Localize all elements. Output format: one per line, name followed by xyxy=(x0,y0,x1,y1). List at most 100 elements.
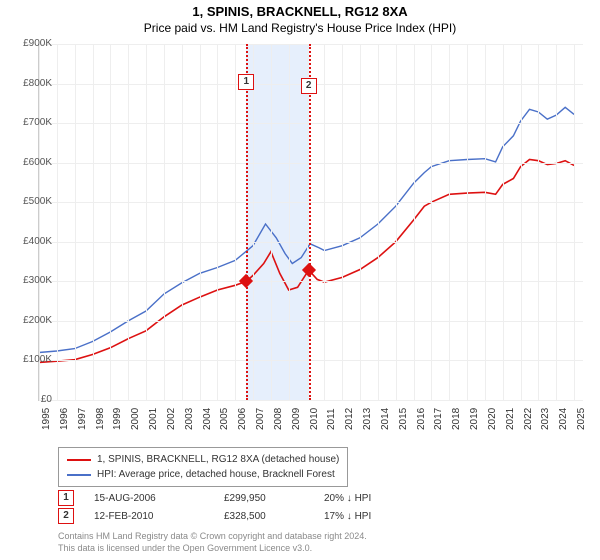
gridline-h xyxy=(39,163,583,164)
legend-swatch xyxy=(67,459,91,461)
x-axis-label: 2010 xyxy=(309,408,320,430)
x-axis-label: 2008 xyxy=(273,408,284,430)
gridline-h xyxy=(39,321,583,322)
y-axis-label: £100K xyxy=(12,354,52,365)
x-axis-label: 2001 xyxy=(148,408,159,430)
y-axis-label: £800K xyxy=(12,78,52,89)
x-axis-label: 2017 xyxy=(433,408,444,430)
legend-swatch xyxy=(67,474,91,476)
gridline-v xyxy=(324,44,325,400)
transaction-diff: 17% ↓ HPI xyxy=(324,511,424,522)
gridline-h xyxy=(39,281,583,282)
transaction-date: 12-FEB-2010 xyxy=(94,511,224,522)
x-axis-label: 2013 xyxy=(362,408,373,430)
x-axis-label: 2016 xyxy=(416,408,427,430)
gridline-v xyxy=(75,44,76,400)
transaction-badge: 2 xyxy=(58,508,74,524)
legend: 1, SPINIS, BRACKNELL, RG12 8XA (detached… xyxy=(58,447,348,487)
gridline-v xyxy=(414,44,415,400)
gridline-v xyxy=(574,44,575,400)
x-axis-label: 2005 xyxy=(219,408,230,430)
x-axis-label: 2004 xyxy=(202,408,213,430)
y-axis-label: £0 xyxy=(12,394,52,405)
x-axis-label: 2020 xyxy=(487,408,498,430)
transaction-table: 1 15-AUG-2006 £299,950 20% ↓ HPI 2 12-FE… xyxy=(58,489,424,525)
x-axis-label: 2009 xyxy=(291,408,302,430)
gridline-v xyxy=(271,44,272,400)
gridline-v xyxy=(485,44,486,400)
x-axis-label: 2014 xyxy=(380,408,391,430)
gridline-v xyxy=(521,44,522,400)
x-axis-label: 2025 xyxy=(576,408,587,430)
gridline-v xyxy=(128,44,129,400)
transaction-diff: 20% ↓ HPI xyxy=(324,493,424,504)
x-axis-label: 1998 xyxy=(95,408,106,430)
gridline-v xyxy=(253,44,254,400)
gridline-v xyxy=(449,44,450,400)
x-axis-label: 2018 xyxy=(451,408,462,430)
gridline-v xyxy=(39,44,40,400)
line-layer xyxy=(39,44,583,400)
event-line xyxy=(309,44,311,400)
x-axis-label: 2019 xyxy=(469,408,480,430)
plot-area: 12 xyxy=(38,44,583,401)
event-badge: 2 xyxy=(301,78,317,94)
chart-container: 1, SPINIS, BRACKNELL, RG12 8XA Price pai… xyxy=(0,0,600,560)
gridline-v xyxy=(307,44,308,400)
x-axis-label: 1996 xyxy=(59,408,70,430)
footnote-line: Contains HM Land Registry data © Crown c… xyxy=(58,530,367,542)
gridline-v xyxy=(396,44,397,400)
y-axis-label: £300K xyxy=(12,275,52,286)
y-axis-label: £400K xyxy=(12,236,52,247)
transaction-row: 1 15-AUG-2006 £299,950 20% ↓ HPI xyxy=(58,489,424,507)
x-axis-label: 1999 xyxy=(112,408,123,430)
x-axis-label: 2007 xyxy=(255,408,266,430)
gridline-v xyxy=(360,44,361,400)
gridline-v xyxy=(110,44,111,400)
gridline-v xyxy=(538,44,539,400)
y-axis-label: £700K xyxy=(12,117,52,128)
gridline-v xyxy=(556,44,557,400)
transaction-date: 15-AUG-2006 xyxy=(94,493,224,504)
gridline-h xyxy=(39,242,583,243)
gridline-v xyxy=(431,44,432,400)
transaction-badge: 1 xyxy=(58,490,74,506)
gridline-v xyxy=(146,44,147,400)
event-badge: 1 xyxy=(238,74,254,90)
gridline-v xyxy=(378,44,379,400)
y-axis-label: £200K xyxy=(12,315,52,326)
x-axis-label: 2003 xyxy=(184,408,195,430)
x-axis-label: 2000 xyxy=(130,408,141,430)
x-axis-label: 2006 xyxy=(237,408,248,430)
y-axis-label: £600K xyxy=(12,157,52,168)
gridline-v xyxy=(164,44,165,400)
gridline-h xyxy=(39,400,583,401)
gridline-v xyxy=(93,44,94,400)
gridline-v xyxy=(503,44,504,400)
transaction-price: £299,950 xyxy=(224,493,324,504)
footnote-line: This data is licensed under the Open Gov… xyxy=(58,542,367,554)
gridline-h xyxy=(39,44,583,45)
gridline-h xyxy=(39,123,583,124)
gridline-v xyxy=(182,44,183,400)
gridline-v xyxy=(57,44,58,400)
x-axis-label: 1995 xyxy=(41,408,52,430)
x-axis-label: 2021 xyxy=(505,408,516,430)
y-axis-label: £900K xyxy=(12,38,52,49)
x-axis-label: 2015 xyxy=(398,408,409,430)
x-axis-label: 2002 xyxy=(166,408,177,430)
legend-row: 1, SPINIS, BRACKNELL, RG12 8XA (detached… xyxy=(67,452,339,467)
gridline-v xyxy=(467,44,468,400)
x-axis-label: 2023 xyxy=(540,408,551,430)
legend-label: HPI: Average price, detached house, Brac… xyxy=(97,467,335,482)
footnote: Contains HM Land Registry data © Crown c… xyxy=(58,530,367,554)
legend-row: HPI: Average price, detached house, Brac… xyxy=(67,467,339,482)
gridline-v xyxy=(200,44,201,400)
chart-title: 1, SPINIS, BRACKNELL, RG12 8XA xyxy=(0,4,600,19)
chart-subtitle: Price paid vs. HM Land Registry's House … xyxy=(0,21,600,35)
x-axis-label: 2011 xyxy=(326,408,337,430)
gridline-h xyxy=(39,202,583,203)
x-axis-label: 1997 xyxy=(77,408,88,430)
gridline-v xyxy=(342,44,343,400)
x-axis-label: 2024 xyxy=(558,408,569,430)
